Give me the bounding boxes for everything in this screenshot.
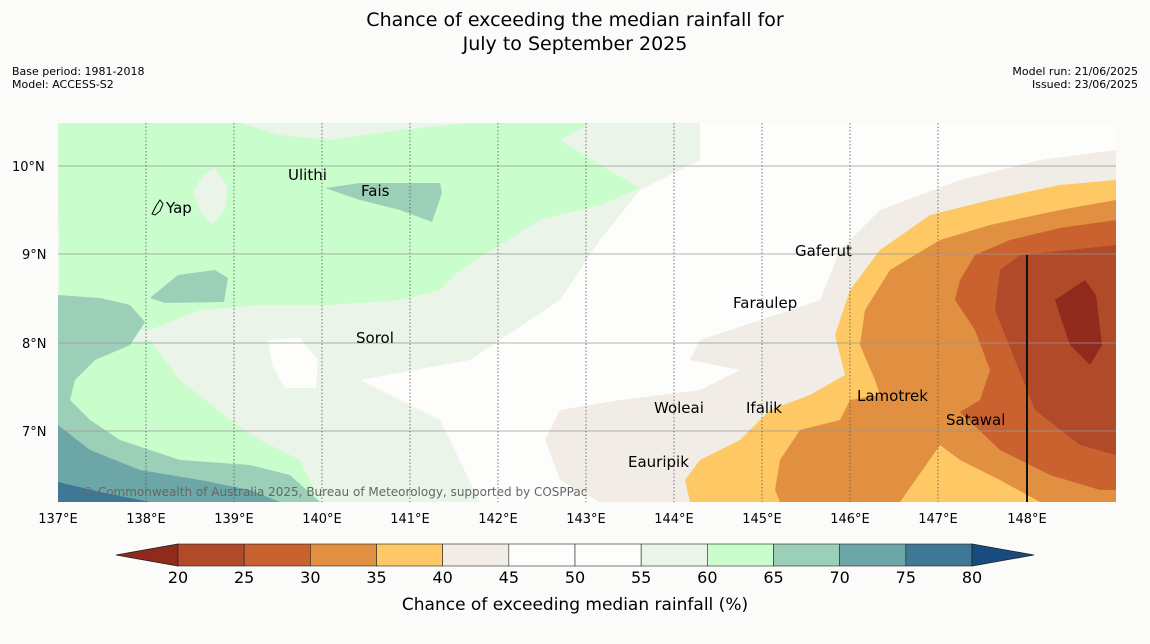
lon-label: 142°E	[478, 512, 518, 527]
colorbar-segment	[773, 543, 840, 567]
place-labels: Yap Ulithi Fais Sorol Gaferut Faraulep W…	[165, 166, 1005, 471]
place-lamotrek: Lamotrek	[857, 387, 928, 405]
colorbar-tick-label: 50	[565, 568, 585, 587]
model-run: Model run: 21/06/2025	[1012, 65, 1138, 78]
colorbar-segment	[905, 543, 973, 567]
colorbar-tick-label: 35	[366, 568, 386, 587]
lon-label: 140°E	[302, 512, 342, 527]
lon-label: 137°E	[38, 512, 78, 527]
meridians	[145, 123, 939, 502]
base-period: Base period: 1981-2018	[12, 65, 145, 78]
copyright-notice: © Commonwealth of Australia 2025, Bureau…	[82, 485, 587, 499]
model-name: Model: ACCESS-S2	[12, 78, 114, 91]
issued-date: Issued: 23/06/2025	[1031, 78, 1138, 91]
colorbar-extend-low	[115, 543, 179, 567]
colorbar-segment	[442, 543, 510, 567]
colorbar-tick-label: 65	[763, 568, 783, 587]
colorbar-tick-label: 40	[432, 568, 452, 587]
yap-island-shape	[151, 199, 164, 216]
colorbar-tick-label: 30	[300, 568, 320, 587]
place-ifalik: Ifalik	[746, 399, 782, 417]
place-yap: Yap	[165, 199, 192, 217]
colorbar-tick-label: 25	[234, 568, 254, 587]
colorbar-tick-label: 20	[168, 568, 188, 587]
colorbar-segment	[574, 543, 642, 567]
place-faraulep: Faraulep	[733, 294, 797, 312]
colorbar-extend-high	[971, 543, 1035, 567]
meta-left: Base period: 1981-2018 Model: ACCESS-S2	[12, 65, 144, 91]
lat-label: 10°N	[12, 160, 45, 175]
colorbar-tick-label: 70	[829, 568, 849, 587]
place-fais: Fais	[361, 182, 390, 200]
colorbar-segment	[310, 543, 377, 567]
colorbar-segment	[839, 543, 907, 567]
lon-label: 148°E	[1007, 512, 1047, 527]
place-gaferut: Gaferut	[795, 242, 852, 260]
colorbar-tick-label: 55	[631, 568, 651, 587]
colorbar-segment	[707, 543, 774, 567]
meta-right: Model run: 21/06/2025 Issued: 23/06/2025	[1012, 65, 1138, 91]
contour-fill	[58, 123, 1116, 502]
lon-label: 146°E	[830, 512, 870, 527]
lon-label: 138°E	[126, 512, 166, 527]
place-satawal: Satawal	[946, 411, 1005, 429]
title-line-2: July to September 2025	[462, 33, 688, 55]
map-title: Chance of exceeding the median rainfall …	[0, 8, 1150, 56]
lon-label: 143°E	[566, 512, 606, 527]
place-eauripik: Eauripik	[628, 453, 689, 471]
longitude-labels: 137°E 138°E 139°E 140°E 141°E 142°E 143°…	[38, 512, 1047, 527]
lon-label: 147°E	[918, 512, 958, 527]
place-sorol: Sorol	[356, 329, 394, 347]
latitude-labels: 10°N 9°N 8°N 7°N	[12, 160, 47, 440]
lon-label: 144°E	[654, 512, 694, 527]
colorbar-segment	[640, 543, 708, 567]
place-woleai: Woleai	[654, 399, 704, 417]
lat-label: 7°N	[22, 425, 47, 440]
lon-label: 145°E	[742, 512, 782, 527]
title-line-1: Chance of exceeding the median rainfall …	[366, 9, 784, 31]
place-ulithi: Ulithi	[288, 166, 327, 184]
colorbar-tick-label: 45	[499, 568, 519, 587]
colorbar-segment	[508, 543, 576, 567]
colorbar: 20 25 30 35 40 45 50 55 60 65 70 75 80	[115, 543, 1035, 587]
lon-label: 141°E	[390, 512, 430, 527]
lon-label: 139°E	[214, 512, 254, 527]
colorbar-tick-label: 60	[697, 568, 717, 587]
colorbar-title: Chance of exceeding median rainfall (%)	[402, 595, 748, 615]
lat-label: 8°N	[22, 337, 47, 352]
colorbar-segment	[376, 543, 443, 567]
colorbar-segment	[243, 543, 311, 567]
colorbar-tick-label: 80	[962, 568, 982, 587]
colorbar-segment	[177, 543, 245, 567]
lat-label: 9°N	[22, 248, 47, 263]
colorbar-tick-label: 75	[896, 568, 916, 587]
